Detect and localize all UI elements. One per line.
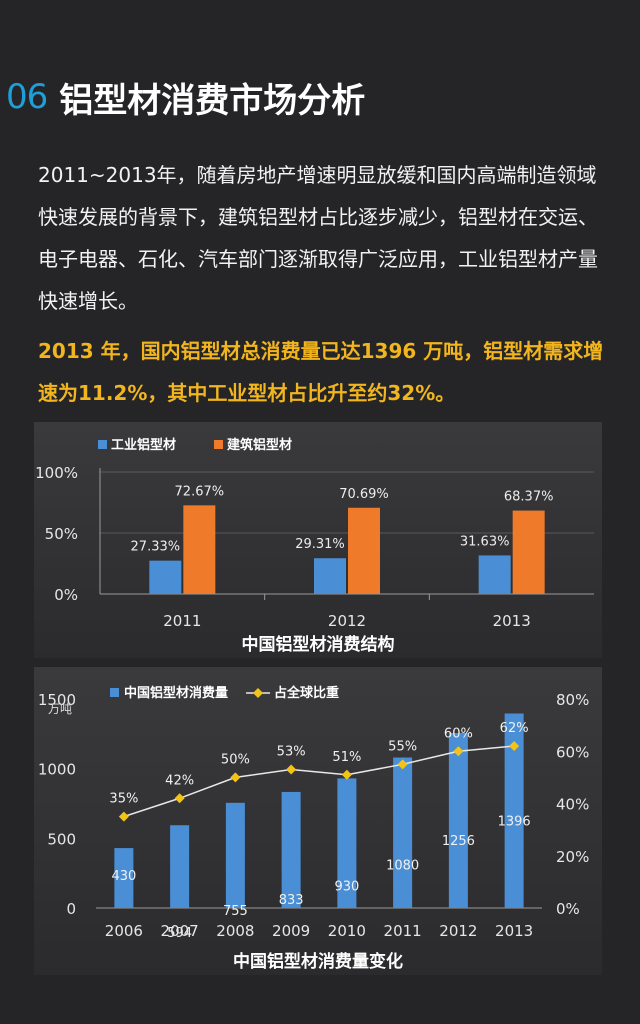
bar	[448, 732, 468, 908]
bar	[114, 848, 134, 908]
bar	[393, 757, 413, 908]
section-header: 06 铝型材消费市场分析	[6, 72, 365, 122]
data-label: 72.67%	[175, 484, 225, 499]
data-label: 70.69%	[339, 487, 389, 502]
line-point	[397, 759, 408, 770]
highlight-paragraph: 2013 年，国内铝型材总消费量已达1396 万吨，铝型材需求增速为11.2%，…	[38, 339, 604, 405]
line-point	[230, 772, 241, 783]
y-tick-label: 100%	[35, 464, 78, 482]
y-tick-label: 0	[66, 900, 76, 918]
line-value-label: 42%	[165, 773, 194, 788]
line-value-label: 53%	[277, 745, 306, 760]
consumption-volume-chart-panel: 0 500 1000 1500 0% 20% 40% 60% 80% 万吨 430 2006 594 20…	[34, 667, 602, 975]
section-title: 铝型材消费市场分析	[59, 80, 366, 121]
legend-swatch	[98, 440, 107, 449]
bar	[314, 558, 346, 594]
line-point	[118, 811, 129, 822]
data-label: 27.33%	[131, 540, 181, 555]
x-tick-label: 2007	[161, 922, 199, 940]
bar-value-label: 833	[279, 893, 304, 908]
legend-swatch	[214, 440, 223, 449]
bar	[348, 507, 380, 594]
legend-marker	[253, 688, 263, 698]
line-value-label: 62%	[500, 721, 529, 736]
y-tick-label: 500	[47, 830, 76, 848]
line-point	[341, 769, 352, 780]
bar-value-label: 594	[167, 926, 192, 941]
share-line	[123, 745, 515, 818]
section-number: 06	[6, 77, 48, 117]
bar-value-label: 430	[111, 869, 136, 884]
bar	[337, 778, 357, 908]
y-tick-label: 0%	[54, 586, 78, 604]
data-label: 29.31%	[295, 537, 345, 552]
y2-tick-label: 60%	[556, 743, 589, 761]
y2-tick-label: 40%	[556, 796, 589, 814]
line-point	[286, 764, 297, 775]
x-tick-label: 2009	[272, 922, 310, 940]
x-tick-label: 2013	[493, 612, 531, 630]
x-tick-label: 2011	[384, 922, 422, 940]
bar	[512, 510, 545, 594]
consumption-structure-chart: 0% 50% 100% 27.33% 72.67% 2011 29.31% 70.69% 201…	[35, 437, 594, 655]
line-value-label: 55%	[388, 739, 417, 754]
chart-title: 中国铝型材消费量变化	[233, 951, 403, 972]
y-tick-label: 1000	[38, 761, 76, 779]
y-axis-unit: 万吨	[48, 702, 72, 716]
x-tick-label: 2006	[105, 922, 143, 940]
bar	[225, 802, 245, 908]
x-tick-label: 2013	[495, 922, 533, 940]
legend-label: 占全球比重	[274, 685, 339, 701]
legend-label: 中国铝型材消费量	[124, 685, 228, 701]
line-point	[453, 746, 464, 757]
bar-value-label: 1396	[498, 814, 531, 829]
y2-tick-label: 0%	[556, 900, 580, 918]
y2-tick-label: 20%	[556, 848, 589, 866]
intro-paragraph: 2011~2013年，随着房地产增速明显放缓和国内高端制造领域快速发展的背景下，…	[38, 163, 598, 313]
bar	[504, 713, 524, 908]
line-value-label: 50%	[221, 752, 250, 767]
x-tick-label: 2008	[216, 922, 254, 940]
data-label: 68.37%	[504, 490, 554, 505]
x-tick-label: 2011	[163, 612, 201, 630]
bar-value-label: 930	[334, 879, 359, 894]
line-value-label: 35%	[109, 792, 138, 807]
line-point	[509, 741, 520, 752]
x-tick-label: 2010	[328, 922, 366, 940]
legend-label: 工业铝型材	[111, 437, 176, 453]
bar	[149, 560, 182, 594]
x-tick-label: 2012	[439, 922, 477, 940]
x-tick-label: 2012	[328, 612, 366, 630]
data-label: 31.63%	[460, 534, 510, 549]
y-tick-label: 1500	[38, 691, 76, 709]
bar	[183, 505, 216, 594]
legend-label: 建筑铝型材	[227, 437, 292, 453]
bar-value-label: 1080	[386, 859, 419, 874]
y2-tick-label: 80%	[556, 691, 589, 709]
bar-value-label: 1256	[442, 834, 475, 849]
bar	[281, 791, 301, 908]
y-tick-label: 50%	[45, 525, 78, 543]
bar	[170, 825, 190, 908]
line-value-label: 60%	[444, 726, 473, 741]
line-point	[174, 793, 185, 804]
chart-title: 中国铝型材消费结构	[242, 634, 395, 655]
bar-value-label: 755	[223, 904, 248, 919]
bar	[478, 555, 511, 594]
consumption-structure-chart-panel: 0% 50% 100% 27.33% 72.67% 2011 29.31% 70.69% 201…	[34, 422, 602, 658]
legend-swatch	[110, 688, 119, 697]
line-value-label: 51%	[332, 750, 361, 765]
